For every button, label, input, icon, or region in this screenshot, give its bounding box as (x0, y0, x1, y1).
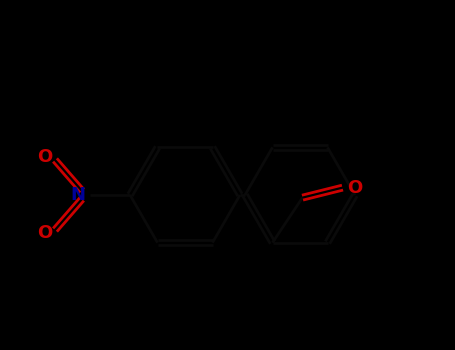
Text: N: N (70, 186, 85, 204)
Text: O: O (37, 148, 52, 166)
Text: O: O (37, 224, 52, 242)
Text: O: O (348, 178, 363, 197)
